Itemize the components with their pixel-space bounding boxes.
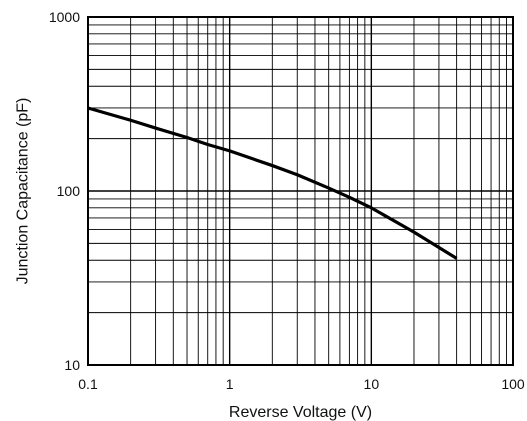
x-tick-labels: 0.1 1 10 100 xyxy=(78,376,525,392)
y-axis-title: Junction Capacitance (pF) xyxy=(15,98,32,285)
plot-frame xyxy=(87,16,514,366)
y-tick-label: 1000 xyxy=(49,9,80,25)
grid xyxy=(88,17,513,365)
x-tick-label: 0.1 xyxy=(78,376,98,392)
x-axis-title: Reverse Voltage (V) xyxy=(229,404,372,421)
y-tick-label: 10 xyxy=(64,357,80,373)
y-tick-labels: 10 100 1000 xyxy=(49,9,80,373)
x-tick-label: 10 xyxy=(364,376,380,392)
x-tick-label: 1 xyxy=(226,376,234,392)
x-tick-label: 100 xyxy=(501,376,525,392)
series-line xyxy=(87,106,458,260)
curve-layer xyxy=(87,106,458,260)
y-tick-label: 100 xyxy=(57,183,81,199)
